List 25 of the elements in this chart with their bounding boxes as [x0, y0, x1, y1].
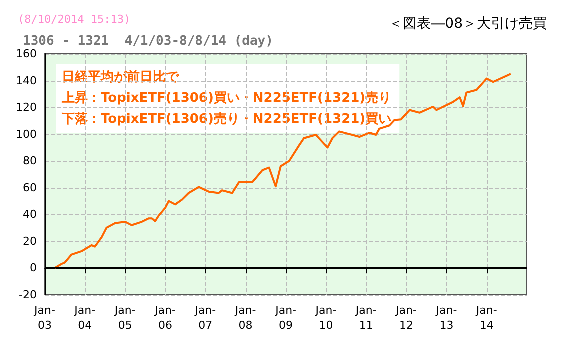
chart-title: ＜図表―08＞大引け売買	[389, 16, 548, 32]
x-tick-label: Jan- 12	[395, 304, 417, 332]
x-tick-label: Jan- 10	[314, 304, 337, 332]
y-tick-label: 40	[23, 208, 37, 222]
text: (8/10/2014 15:13)	[18, 13, 131, 26]
chart-subtitle: 1306 - 1321 4/1/03-8/8/14 (day)	[23, 34, 274, 49]
x-tick-label: Jan- 04	[74, 304, 96, 332]
y-tick-label: 140	[16, 74, 37, 88]
y-tick-label: 120	[16, 101, 37, 114]
y-tick-label: 60	[23, 181, 37, 194]
y-tick-label: 160	[16, 48, 37, 60]
y-tick-label: 20	[23, 234, 37, 248]
y-tick-label: 80	[23, 154, 37, 168]
x-tick-label: Jan- 11	[354, 304, 377, 332]
x-tick-label: Jan- 07	[194, 304, 216, 332]
x-tick-label: Jan- 05	[114, 304, 136, 332]
x-tick-label: Jan- 08	[234, 304, 256, 332]
y-tick-label: 0	[30, 262, 37, 275]
x-tick-label: Jan- 14	[475, 304, 498, 332]
x-tick-label: Jan- 03	[34, 304, 56, 332]
y-tick-label: 100	[16, 128, 37, 141]
x-tick-label: Jan- 06	[154, 304, 176, 332]
y-tick-label: -20	[19, 288, 37, 302]
x-tick-label: Jan- 09	[274, 304, 297, 332]
x-tick-label: Jan- 13	[435, 304, 458, 332]
